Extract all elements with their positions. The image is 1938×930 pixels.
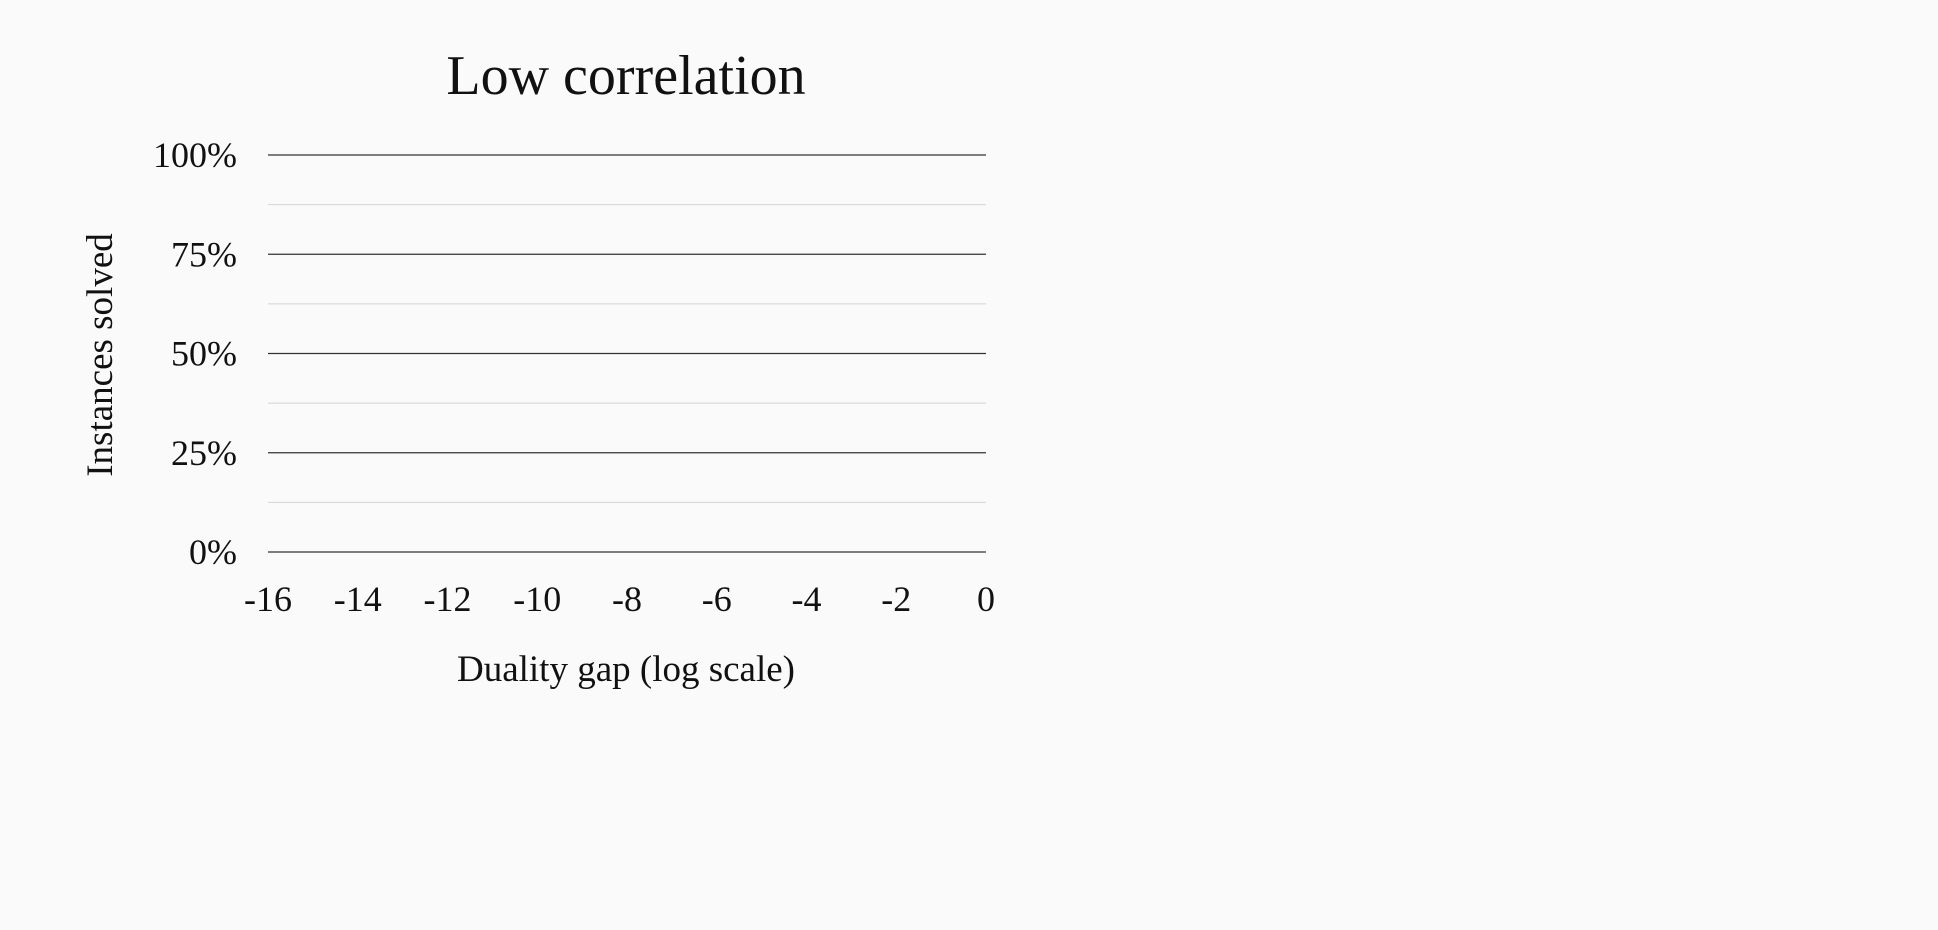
x-tick-label: -16 [244, 579, 292, 619]
x-tick-label: -4 [792, 579, 822, 619]
chart-title: Low correlation [446, 45, 805, 107]
x-tick-label: -12 [424, 579, 472, 619]
minor-gridlines [268, 204, 986, 503]
x-tick-label: -2 [881, 579, 911, 619]
x-tick-labels: -16 -14 -12 -10 -8 -6 -4 -2 0 [244, 579, 995, 619]
x-tick-label: -14 [334, 579, 382, 619]
x-tick-label: -10 [513, 579, 561, 619]
y-tick-label: 75% [171, 234, 237, 274]
y-tick-label: 50% [171, 334, 237, 374]
y-tick-labels: 0% 25% 50% 75% 100% [153, 135, 237, 572]
y-tick-label: 0% [189, 532, 237, 572]
y-tick-label: 100% [153, 135, 237, 175]
x-axis-label: Duality gap (log scale) [457, 649, 795, 690]
y-axis-label: Instances solved [80, 233, 121, 477]
major-gridlines [268, 154, 986, 553]
x-tick-label: 0 [977, 579, 995, 619]
x-tick-label: -8 [612, 579, 642, 619]
y-tick-label: 25% [171, 433, 237, 473]
x-tick-label: -6 [702, 579, 732, 619]
